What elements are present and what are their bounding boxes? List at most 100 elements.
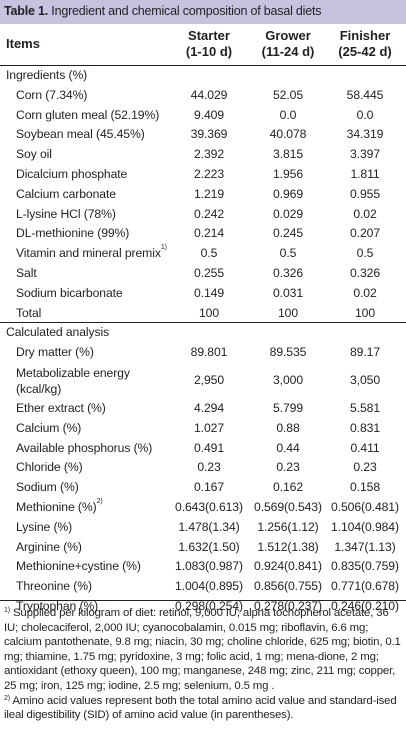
row-label-text: Calcium carbonate xyxy=(16,186,116,201)
row-value: 1.478(1.34) xyxy=(178,519,240,534)
row-label: Calcium (%) xyxy=(16,421,81,435)
row-value: 4.294 xyxy=(194,400,224,415)
row-label: Methionine (%)2) xyxy=(16,497,103,514)
row-value: 1.512(1.38) xyxy=(257,539,319,554)
row-value: 1.956 xyxy=(273,166,303,181)
row-value: 0.207 xyxy=(350,226,380,241)
row-value: 0.88 xyxy=(276,420,300,435)
row-value: 2.392 xyxy=(194,147,224,162)
row-value: 2.223 xyxy=(194,166,224,181)
table-row: Corn (7.34%) 44.029 52.05 58.445 xyxy=(0,86,406,106)
row-value: 89.17 xyxy=(350,345,380,360)
footnote-mark: 2) xyxy=(4,694,10,702)
row-value: 0.326 xyxy=(350,265,380,280)
row-label-text: Soybean meal (45.45%) xyxy=(16,127,145,142)
row-value: 0.831 xyxy=(350,420,380,435)
row-value: 1.027 xyxy=(194,420,224,435)
row-value: 39.369 xyxy=(190,127,228,142)
row-value: 0.242 xyxy=(194,206,224,221)
footnote-1: 1) Supplied per kilogram of diet: retino… xyxy=(4,606,402,694)
row-label: Sodium (%) xyxy=(16,480,79,494)
row-label: Calcium carbonate xyxy=(16,187,116,201)
row-value: 1.004(0.895) xyxy=(175,579,243,594)
table-row: Tryptophan (%) 0.298(0.254) 0.278(0.237) 0.… xyxy=(0,597,406,617)
row-label-text: Sodium bicarbonate xyxy=(16,285,123,300)
row-label-text: Arginine (%) xyxy=(16,539,82,554)
row-value: 0.326 xyxy=(273,265,303,280)
table-row: Salt 0.255 0.326 0.326 xyxy=(0,264,406,284)
row-value: 0.149 xyxy=(194,285,224,300)
row-label: DL-methionine (99%) xyxy=(16,226,129,240)
header-finisher: Finisher (25-42 d) xyxy=(324,28,406,60)
table-row: DL-methionine (99%) 0.214 0.245 0.207 xyxy=(0,224,406,244)
footnote-ref: 1) xyxy=(160,244,167,252)
table-header: Items Starter (1-10 d) Grower (11-24 d) … xyxy=(0,24,406,66)
row-value: 0.924(0.841) xyxy=(254,559,322,574)
row-label-text: Available phosphorus (%) xyxy=(16,440,153,455)
row-value: 1.632(1.50) xyxy=(178,539,240,554)
row-label-text: Ingredients (%) xyxy=(6,68,88,82)
row-value: 0.5 xyxy=(200,246,218,261)
footnotes: 1) Supplied per kilogram of diet: retino… xyxy=(4,606,402,723)
row-value: 1.347(1.13) xyxy=(334,539,396,554)
table-number: Table 1. xyxy=(4,4,49,18)
row-value: 0.255 xyxy=(194,265,224,280)
table-title: Ingredient and chemical composition of b… xyxy=(48,4,322,18)
footnote-ref: 2) xyxy=(96,497,103,505)
row-label-text: Dry matter (%) xyxy=(16,345,94,360)
row-label-text: Methionine (%) xyxy=(16,499,97,514)
row-label: Vitamin and mineral premix1) xyxy=(16,244,167,260)
row-value: 0.246(0.210) xyxy=(331,598,399,613)
row-label: L-lysine HCl (78%) xyxy=(16,207,116,221)
row-label: Soy oil xyxy=(16,147,52,161)
row-value: 3.397 xyxy=(350,147,380,162)
row-label-text: Total xyxy=(16,305,42,320)
row-label-text: Lysine (%) xyxy=(16,519,73,534)
table-row: Chloride (%) 0.23 0.23 0.23 xyxy=(0,458,406,478)
table-caption-bar: Table 1. Ingredient and chemical composi… xyxy=(0,0,406,24)
row-value: 1.104(0.984) xyxy=(331,519,399,534)
row-label: Tryptophan (%) xyxy=(16,599,98,613)
header-col-name: Grower xyxy=(265,28,311,43)
table-row: Total 100 100 100 xyxy=(0,304,406,324)
section-row: Ingredients (%) xyxy=(0,66,406,86)
row-value: 0.214 xyxy=(194,226,224,241)
row-value: 0.167 xyxy=(194,480,224,495)
row-label-text: Ether extract (%) xyxy=(16,400,106,415)
row-value: 0.23 xyxy=(276,460,300,475)
row-value: 0.031 xyxy=(273,285,303,300)
row-label: Corn gluten meal (52.19%) xyxy=(16,108,159,122)
row-label: Ether extract (%) xyxy=(16,401,106,415)
row-value: 0.506(0.481) xyxy=(331,499,399,514)
table-row: Dry matter (%) 89.801 89.535 89.17 xyxy=(0,343,406,363)
table-row: L-lysine HCl (78%) 0.242 0.029 0.02 xyxy=(0,205,406,225)
row-label-text: Dicalcium phosphate xyxy=(16,166,128,181)
row-value: 100 xyxy=(354,305,376,320)
row-value: 1.219 xyxy=(194,186,224,201)
row-label-text: L-lysine HCl (78%) xyxy=(16,206,116,221)
row-value: 0.955 xyxy=(350,186,380,201)
row-label-text: Soy oil xyxy=(16,147,52,162)
row-value: 0.5 xyxy=(279,246,297,261)
table-row: Sodium bicarbonate 0.149 0.031 0.02 xyxy=(0,284,406,304)
row-value: 3,050 xyxy=(350,372,380,387)
row-value: 0.158 xyxy=(350,480,380,495)
row-value: 3.815 xyxy=(273,147,303,162)
row-label: Threonine (%) xyxy=(16,579,92,593)
row-label: Arginine (%) xyxy=(16,540,82,554)
row-label: Available phosphorus (%) xyxy=(16,441,152,455)
row-label: Salt xyxy=(16,266,37,280)
table-row: Corn gluten meal (52.19%) 9.409 0.0 0.0 xyxy=(0,106,406,126)
footnote-text: Supplied per kilogram of diet: retinol, … xyxy=(4,607,401,692)
row-value: 9.409 xyxy=(194,107,224,122)
row-value: 1.811 xyxy=(350,166,380,181)
row-value: 2,950 xyxy=(194,372,224,387)
row-value: 40.078 xyxy=(269,127,307,142)
header-starter: Starter (1-10 d) xyxy=(168,28,250,60)
row-label-text: Metabolizable energy (kcal/kg) xyxy=(16,365,130,396)
section-label: Calculated analysis xyxy=(6,325,109,339)
footnote-2: 2) Amino acid values represent both the … xyxy=(4,694,402,723)
row-label-text: Calcium (%) xyxy=(16,420,82,435)
row-label-text: Chloride (%) xyxy=(16,460,83,475)
table-row: Vitamin and mineral premix1) 0.5 0.5 0.5 xyxy=(0,244,406,264)
